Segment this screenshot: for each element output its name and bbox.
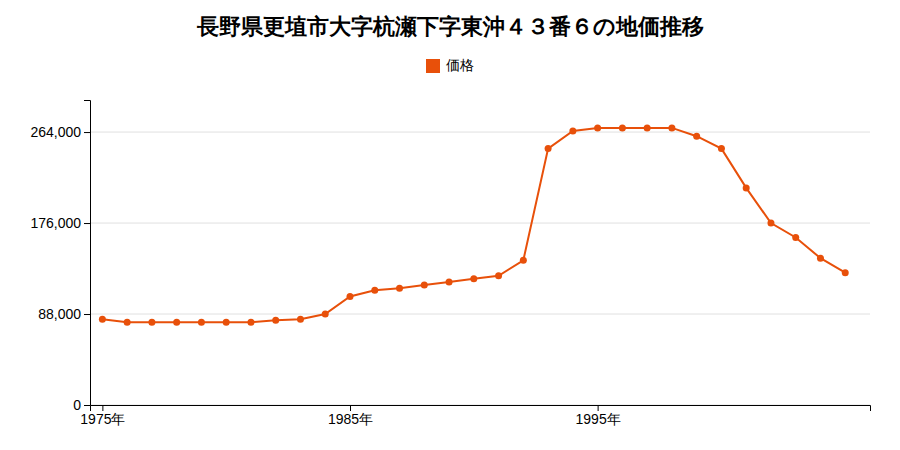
point bbox=[347, 293, 354, 300]
point bbox=[421, 282, 428, 289]
point bbox=[693, 133, 700, 140]
point bbox=[396, 285, 403, 292]
y-axis: 0 88,000 176,000 264,000 bbox=[30, 101, 90, 413]
tick-mark bbox=[84, 314, 90, 315]
point bbox=[247, 319, 254, 326]
point bbox=[297, 316, 304, 323]
point bbox=[718, 145, 725, 152]
tick-label: 1975年 bbox=[80, 411, 125, 427]
point bbox=[173, 319, 180, 326]
tick: 1975年 bbox=[80, 405, 125, 427]
tick-mark bbox=[84, 405, 90, 406]
tick-label: 1985年 bbox=[328, 411, 373, 427]
point bbox=[842, 269, 849, 276]
marks bbox=[99, 124, 849, 325]
point bbox=[743, 184, 750, 191]
point bbox=[594, 124, 601, 131]
legend: 価格 bbox=[426, 57, 474, 73]
point bbox=[495, 272, 502, 279]
point bbox=[817, 255, 824, 262]
point bbox=[272, 317, 279, 324]
tick-label: 264,000 bbox=[30, 124, 81, 140]
tick: 264,000 bbox=[30, 124, 90, 140]
axis-line bbox=[91, 406, 871, 412]
point bbox=[792, 234, 799, 241]
tick-label: 176,000 bbox=[30, 215, 81, 231]
x-axis: 1975年 1985年 1995年 bbox=[80, 405, 870, 427]
point bbox=[198, 319, 205, 326]
tick-mark bbox=[84, 132, 90, 133]
grid-line bbox=[90, 223, 870, 224]
tick-label: 1995年 bbox=[576, 411, 621, 427]
grid-line bbox=[90, 132, 870, 133]
point bbox=[520, 257, 527, 264]
point bbox=[446, 278, 453, 285]
tick: 1995年 bbox=[576, 405, 621, 427]
point bbox=[124, 319, 131, 326]
legend-item: 価格 bbox=[426, 57, 474, 73]
point bbox=[569, 128, 576, 135]
line bbox=[102, 128, 845, 322]
tick: 88,000 bbox=[38, 306, 90, 322]
grid-line bbox=[90, 314, 870, 315]
markers bbox=[99, 124, 849, 325]
point bbox=[322, 311, 329, 318]
plot-area: 1975年 1985年 1995年 0 88,000 176,000 264,000 bbox=[30, 101, 870, 427]
point bbox=[668, 124, 675, 131]
point bbox=[470, 275, 477, 282]
tick-label: 88,000 bbox=[38, 306, 81, 322]
point bbox=[223, 319, 230, 326]
point bbox=[545, 145, 552, 152]
chart: 1975年 1985年 1995年 0 88,000 176,000 264,000 長野県更… bbox=[0, 0, 900, 450]
legend-swatch bbox=[426, 59, 440, 73]
point bbox=[148, 319, 155, 326]
tick: 176,000 bbox=[30, 215, 90, 231]
point bbox=[767, 220, 774, 227]
tick-mark bbox=[84, 223, 90, 224]
point bbox=[644, 124, 651, 131]
tick: 1985年 bbox=[328, 405, 373, 427]
point bbox=[371, 287, 378, 294]
axis-line bbox=[84, 101, 91, 406]
legend-label: 価格 bbox=[446, 57, 474, 73]
tick: 0 bbox=[73, 397, 90, 413]
point bbox=[619, 124, 626, 131]
y-grid bbox=[90, 132, 870, 405]
title: 長野県更埴市大字杭瀬下字東沖４３番６の地価推移 bbox=[196, 14, 704, 39]
point bbox=[99, 316, 106, 323]
tick-label: 0 bbox=[73, 397, 81, 413]
